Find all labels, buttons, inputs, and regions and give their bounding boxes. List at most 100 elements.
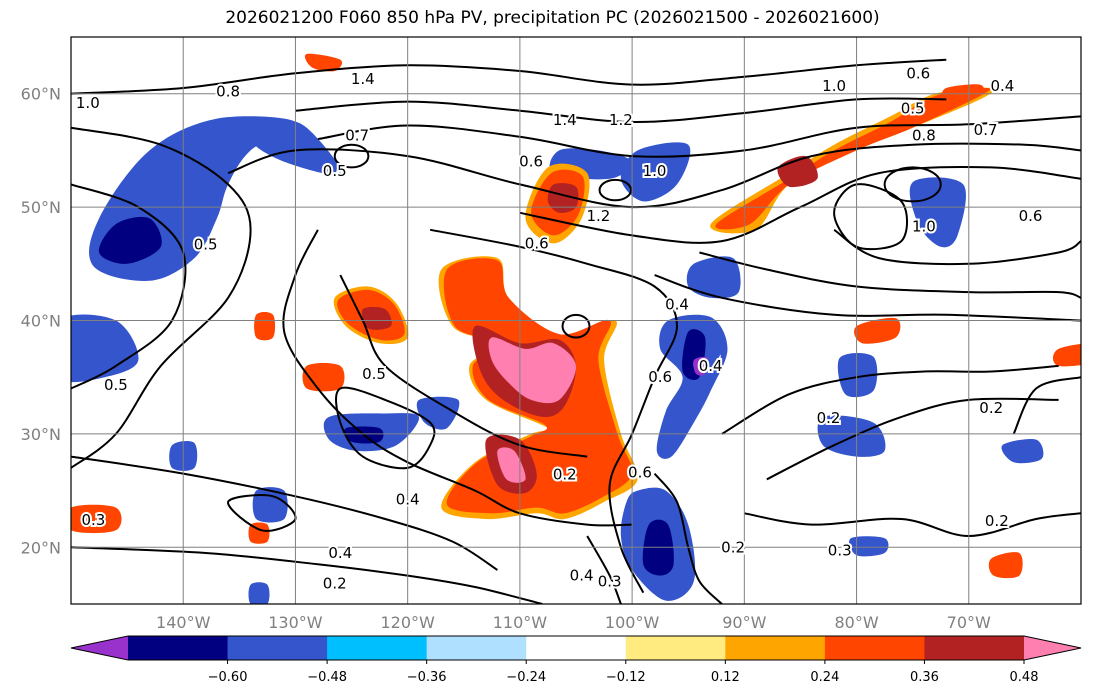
colorbar-tick-label: −0.12: [606, 670, 646, 685]
colorbar-tick-label: 0.48: [1010, 670, 1039, 685]
pv-contour-label: 0.6: [525, 234, 549, 252]
precip-region: [497, 447, 526, 483]
pv-contour-label: 0.8: [216, 82, 240, 100]
lat-tick-label: 60°N: [21, 85, 61, 104]
lon-tick-label: 120°W: [380, 613, 435, 632]
colorbar-tick-label: −0.24: [506, 670, 546, 685]
pv-contour-label: 0.4: [570, 567, 594, 585]
pv-contour-label: 0.3: [598, 572, 622, 590]
pv-contour-label: 0.7: [37, 139, 61, 157]
precip-region: [98, 216, 162, 264]
pv-contour-label: 0.6: [1019, 207, 1043, 225]
precip-region: [304, 53, 343, 72]
pv-contour-label: 1.0: [822, 77, 846, 95]
pv-contour-label: 1.0: [76, 94, 100, 112]
pv-contour-label: 0.4: [699, 357, 723, 375]
pv-contour-label: 0.6: [519, 153, 543, 171]
pv-contour-label: 0.3: [828, 542, 852, 560]
lon-tick-label: 70°W: [947, 613, 991, 632]
pv-contour-labels: 1.0 0.8 1.4 0.7 1.4 1.2 1.0 0.6 0.4 0.5 0.8 0.7 0.7 0…: [37, 62, 1045, 594]
precip-region: [248, 582, 270, 604]
pv-closed-contour: [333, 143, 370, 169]
pv-contour-label: 1.0: [912, 217, 936, 235]
pv-contour-label: 0.5: [104, 376, 128, 394]
colorbar-swatch: [227, 636, 328, 660]
lon-tick-label: 130°W: [268, 613, 323, 632]
map-frame: [70, 36, 1082, 605]
precip-region: [837, 352, 878, 398]
pv-contour-line: [699, 251, 1081, 299]
pv-contour-label: 0.8: [912, 127, 936, 145]
precip-region: [1001, 438, 1044, 464]
colorbar-tick-label: −0.36: [407, 670, 447, 685]
lon-tick-label: 140°W: [156, 613, 211, 632]
pv-contour-line: [429, 228, 679, 594]
colorbar-tick-label: −0.48: [307, 670, 347, 685]
pv-contour-label: 1.0: [643, 162, 667, 180]
precip-region: [686, 256, 741, 299]
colorbar-tick-label: 0.36: [910, 670, 939, 685]
precip-region: [302, 363, 345, 392]
precip-region: [988, 552, 1023, 579]
pv-contour-label: 1.4: [351, 70, 375, 88]
lon-tick-label: 90°W: [722, 613, 766, 632]
pv-contour-label: 0.5: [901, 99, 925, 117]
lon-tick-label: 80°W: [834, 613, 878, 632]
precip-region: [656, 314, 728, 459]
pv-contour-label: 0.3: [82, 511, 106, 529]
lat-tick-label: 50°N: [21, 198, 61, 217]
pv-contour-label: 0.4: [665, 296, 689, 314]
colorbar-extend-low: [71, 636, 128, 660]
pv-contour-line: [335, 386, 436, 470]
pv-contour-label: 0.2: [985, 512, 1009, 530]
pv-closed-contour: [561, 313, 591, 339]
pv-contour-label: 0.6: [628, 463, 652, 481]
lat-tick-label: 20°N: [21, 538, 61, 557]
lat-tick-label: 40°N: [21, 312, 61, 331]
pv-contour-label: 0.6: [648, 368, 672, 386]
precip-region: [715, 88, 991, 230]
colorbar-tick-label: 0.24: [810, 670, 839, 685]
pv-contour-line: [766, 397, 1059, 481]
precip-region: [942, 84, 985, 99]
pv-closed-contour: [883, 166, 942, 203]
precip-region: [693, 356, 709, 376]
colorbar-swatch: [128, 636, 229, 660]
colorbar-tick-label: 0.12: [711, 670, 740, 685]
pv-contour-label: 0.4: [396, 491, 420, 509]
precip-region: [254, 311, 276, 341]
pv-contour-label: 0.2: [817, 409, 841, 427]
pv-contour-line: [71, 546, 543, 604]
precip-region: [849, 536, 889, 557]
pv-contour-label: 0.4: [328, 544, 352, 562]
precip-region: [488, 337, 577, 404]
colorbar-extend-high: [1024, 636, 1081, 660]
pv-contour-line: [721, 364, 1059, 435]
precip-region: [71, 504, 122, 534]
chart-title: 2026021200 F060 850 hPa PV, precipitatio…: [225, 8, 880, 28]
pv-contour-label: 1.4: [553, 111, 577, 129]
pv-contour-line: [71, 455, 498, 571]
pv-contour-line: [744, 512, 1081, 538]
pv-contour-label: 0.5: [362, 365, 386, 383]
colorbar-swatch: [924, 636, 1025, 660]
colorbar-outline: [70, 635, 1082, 661]
pv-contour-label: 0.5: [194, 236, 218, 254]
pv-closed-contour: [598, 178, 632, 202]
pv-contour-label: 0.6: [906, 64, 930, 82]
colorbar-swatch: [725, 636, 826, 660]
colorbar: −0.60 −0.48 −0.36 −0.24 −0.12 0.12 0.24 0.36 0.4…: [70, 635, 1082, 685]
colorbar-swatch: [426, 636, 527, 660]
axis-ticks: 20°N 30°N 40°N 50°N 60°N 140°W 130°W 120°W 110°W…: [21, 85, 991, 632]
lat-tick-label: 30°N: [21, 425, 61, 444]
pv-contour-label: 0.7: [345, 127, 369, 145]
colorbar-swatch: [327, 636, 428, 660]
precip-region: [854, 317, 901, 344]
pv-contour-label: 0.2: [553, 466, 577, 484]
lon-tick-label: 110°W: [493, 613, 548, 632]
pv-contour-label: 0.2: [979, 399, 1003, 417]
colorbar-swatch: [824, 636, 925, 660]
precip-region: [909, 177, 966, 248]
pv-contour-line: [654, 274, 1081, 322]
